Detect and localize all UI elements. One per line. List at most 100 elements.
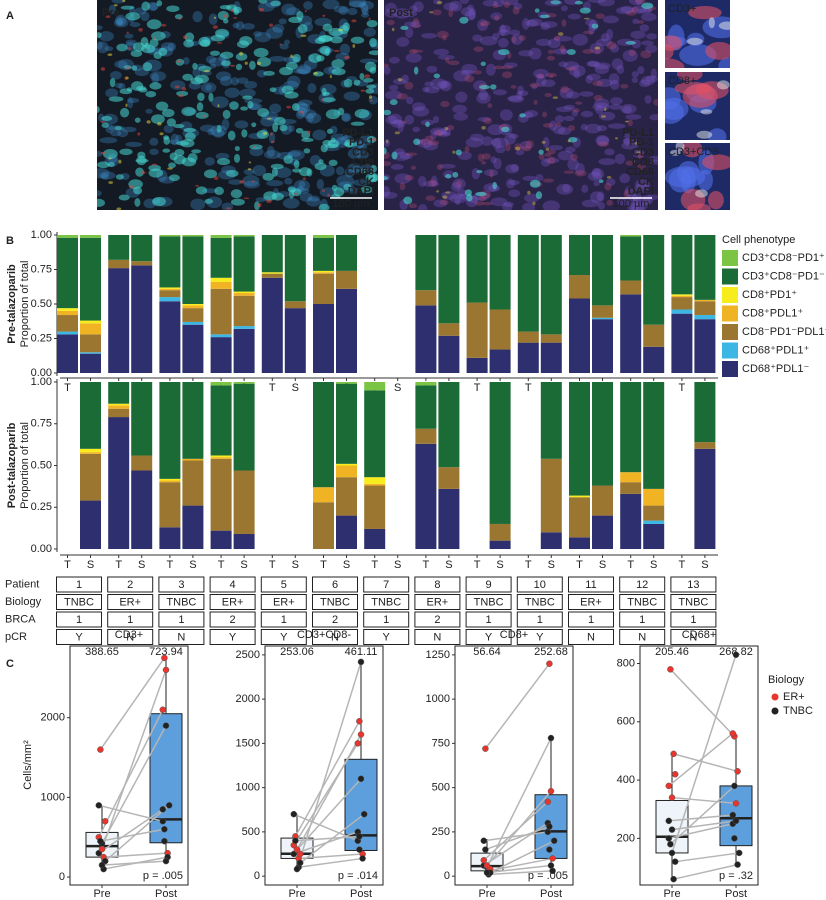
cell xyxy=(620,104,637,114)
cell xyxy=(216,41,223,44)
bar-segment xyxy=(108,268,130,373)
cell xyxy=(606,178,616,186)
cell xyxy=(633,200,648,210)
bar-segment xyxy=(57,315,78,332)
y-tick-label: 1250 xyxy=(426,649,450,661)
cell xyxy=(594,46,601,50)
bar-segment xyxy=(57,310,78,316)
cell xyxy=(573,69,581,79)
cell xyxy=(296,10,304,21)
cell xyxy=(674,81,711,95)
cell xyxy=(118,83,126,91)
cell xyxy=(641,12,657,22)
table-cell-text: 1 xyxy=(690,614,696,626)
bar-segment xyxy=(57,235,78,238)
table-cell xyxy=(465,594,512,610)
cell xyxy=(344,139,354,148)
cell xyxy=(467,4,474,12)
cell xyxy=(336,175,355,187)
cell xyxy=(490,84,497,90)
table-cell-text: TNBC xyxy=(627,596,657,608)
cell xyxy=(665,35,683,51)
cell xyxy=(174,85,181,89)
cell xyxy=(271,192,284,201)
cell xyxy=(675,143,685,152)
point xyxy=(98,845,106,853)
cell xyxy=(230,77,239,86)
bar-segment xyxy=(131,455,153,471)
cell xyxy=(575,163,585,175)
cell xyxy=(243,168,255,176)
cell xyxy=(480,22,485,27)
cell xyxy=(430,78,448,90)
bar-segment xyxy=(159,527,181,549)
cell xyxy=(539,14,551,19)
table-cell-text: 1 xyxy=(127,614,133,626)
cell xyxy=(445,57,450,64)
cell xyxy=(170,80,186,90)
bar-segment xyxy=(233,236,255,292)
median-label: 723.94 xyxy=(149,646,183,658)
cell xyxy=(369,37,377,48)
cell xyxy=(228,179,243,185)
cell xyxy=(286,7,301,16)
cell xyxy=(226,4,238,11)
table-cell-text: 1 xyxy=(178,614,184,626)
table-cell-text: 12 xyxy=(636,579,648,591)
cell xyxy=(279,43,282,46)
cell xyxy=(459,0,470,5)
cell xyxy=(290,54,293,59)
cell xyxy=(255,197,266,203)
cell xyxy=(555,122,562,127)
cell xyxy=(120,5,135,10)
table-cell xyxy=(465,576,512,593)
cell xyxy=(263,150,281,160)
table-cell xyxy=(312,594,358,610)
cell xyxy=(183,127,196,133)
bar-segment xyxy=(108,408,130,418)
cell xyxy=(424,86,440,94)
cell xyxy=(433,129,448,136)
table-cell-text: ER+ xyxy=(580,596,602,608)
point xyxy=(356,833,363,840)
cell xyxy=(253,47,269,58)
bar-segment xyxy=(336,270,357,289)
bar-segment xyxy=(592,515,613,549)
cell xyxy=(308,53,322,63)
marker-label: CD3 xyxy=(352,147,374,159)
x-tick-label: S xyxy=(343,559,350,571)
cell xyxy=(522,202,536,210)
cell xyxy=(510,163,519,172)
bar-segment xyxy=(313,502,334,549)
bar-segment xyxy=(620,236,642,281)
cell xyxy=(688,6,722,20)
cell xyxy=(442,195,448,199)
cell xyxy=(589,42,604,54)
marker-label: CK xyxy=(638,176,654,188)
cell xyxy=(425,195,436,201)
cell xyxy=(645,75,658,83)
bar-segment xyxy=(210,288,232,335)
cell xyxy=(307,130,311,134)
cell xyxy=(418,175,427,187)
cell xyxy=(253,146,257,148)
cell xyxy=(541,79,556,88)
cell xyxy=(529,82,540,88)
cell xyxy=(477,19,489,31)
bar-segment xyxy=(540,532,562,549)
point xyxy=(161,654,168,662)
cell xyxy=(239,51,243,56)
cell xyxy=(296,103,311,113)
cell xyxy=(330,36,343,44)
cell xyxy=(627,119,633,127)
cell xyxy=(559,45,566,53)
cell xyxy=(437,80,450,89)
cell xyxy=(347,7,358,16)
table-cell-text: ER+ xyxy=(273,596,295,608)
cell xyxy=(436,163,443,171)
point xyxy=(354,740,362,747)
panel-letter: B xyxy=(6,235,14,247)
x-tick-label: S xyxy=(292,382,299,394)
cell xyxy=(489,169,494,178)
cell xyxy=(258,7,264,12)
